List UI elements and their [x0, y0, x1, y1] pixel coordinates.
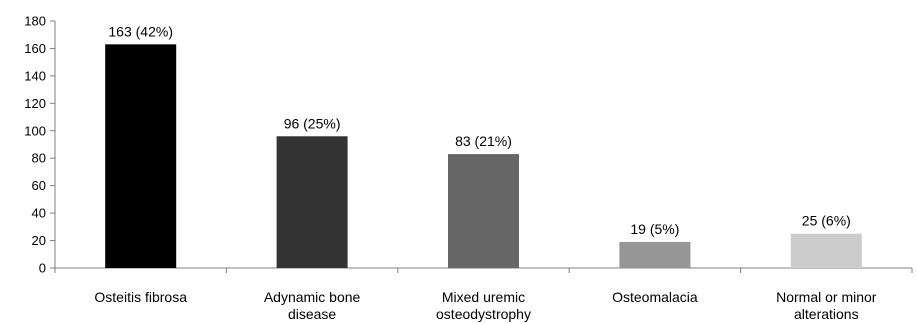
category-label: Osteitis fibrosa	[94, 289, 187, 305]
data-label: 163 (42%)	[108, 23, 173, 39]
category-label-line: Osteomalacia	[612, 289, 698, 305]
y-tick-label: 60	[32, 178, 46, 193]
y-tick-label: 0	[39, 261, 46, 276]
bar	[619, 241, 691, 268]
y-tick-label: 180	[24, 14, 46, 29]
category-label: Adynamic bone disease	[264, 289, 361, 322]
x-axis	[54, 267, 913, 273]
bar	[448, 154, 519, 268]
bars	[105, 44, 862, 269]
category-label: Mixed uremic osteodystrophy	[436, 289, 531, 322]
bar	[790, 233, 862, 268]
data-label: 83 (21%)	[455, 133, 512, 149]
category-labels: Osteitis fibrosa Adynamic bone disease Mixe…	[94, 289, 876, 322]
category-label-line: Adynamic bone	[264, 289, 361, 305]
y-tick-label: 80	[32, 151, 46, 166]
y-axis: 0 20 40 60 80 100 120 140 160 180	[24, 14, 56, 276]
data-label: 96 (25%)	[284, 115, 341, 131]
category-label: Osteomalacia	[612, 289, 698, 305]
category-label-line: alterations	[794, 306, 859, 322]
category-label: Normal or minor alterations	[776, 289, 877, 322]
y-tick-label: 160	[24, 41, 46, 56]
category-label-line: osteodystrophy	[436, 306, 531, 322]
y-tick-label: 100	[24, 123, 46, 138]
bar	[276, 136, 348, 268]
category-label-line: Normal or minor	[776, 289, 877, 305]
y-tick-label: 140	[24, 68, 46, 83]
data-label: 19 (5%)	[630, 221, 679, 237]
category-label-line: disease	[288, 306, 336, 322]
bar	[105, 44, 177, 269]
y-tick-label: 40	[32, 206, 46, 221]
category-label-line: Mixed uremic	[442, 289, 525, 305]
data-labels: 163 (42%) 96 (25%) 83 (21%) 19 (5%) 25 (6%)	[108, 23, 850, 237]
category-label-line: Osteitis fibrosa	[94, 289, 187, 305]
y-tick-label: 20	[32, 233, 46, 248]
y-tick-label: 120	[24, 96, 46, 111]
data-label: 25 (6%)	[802, 213, 851, 229]
